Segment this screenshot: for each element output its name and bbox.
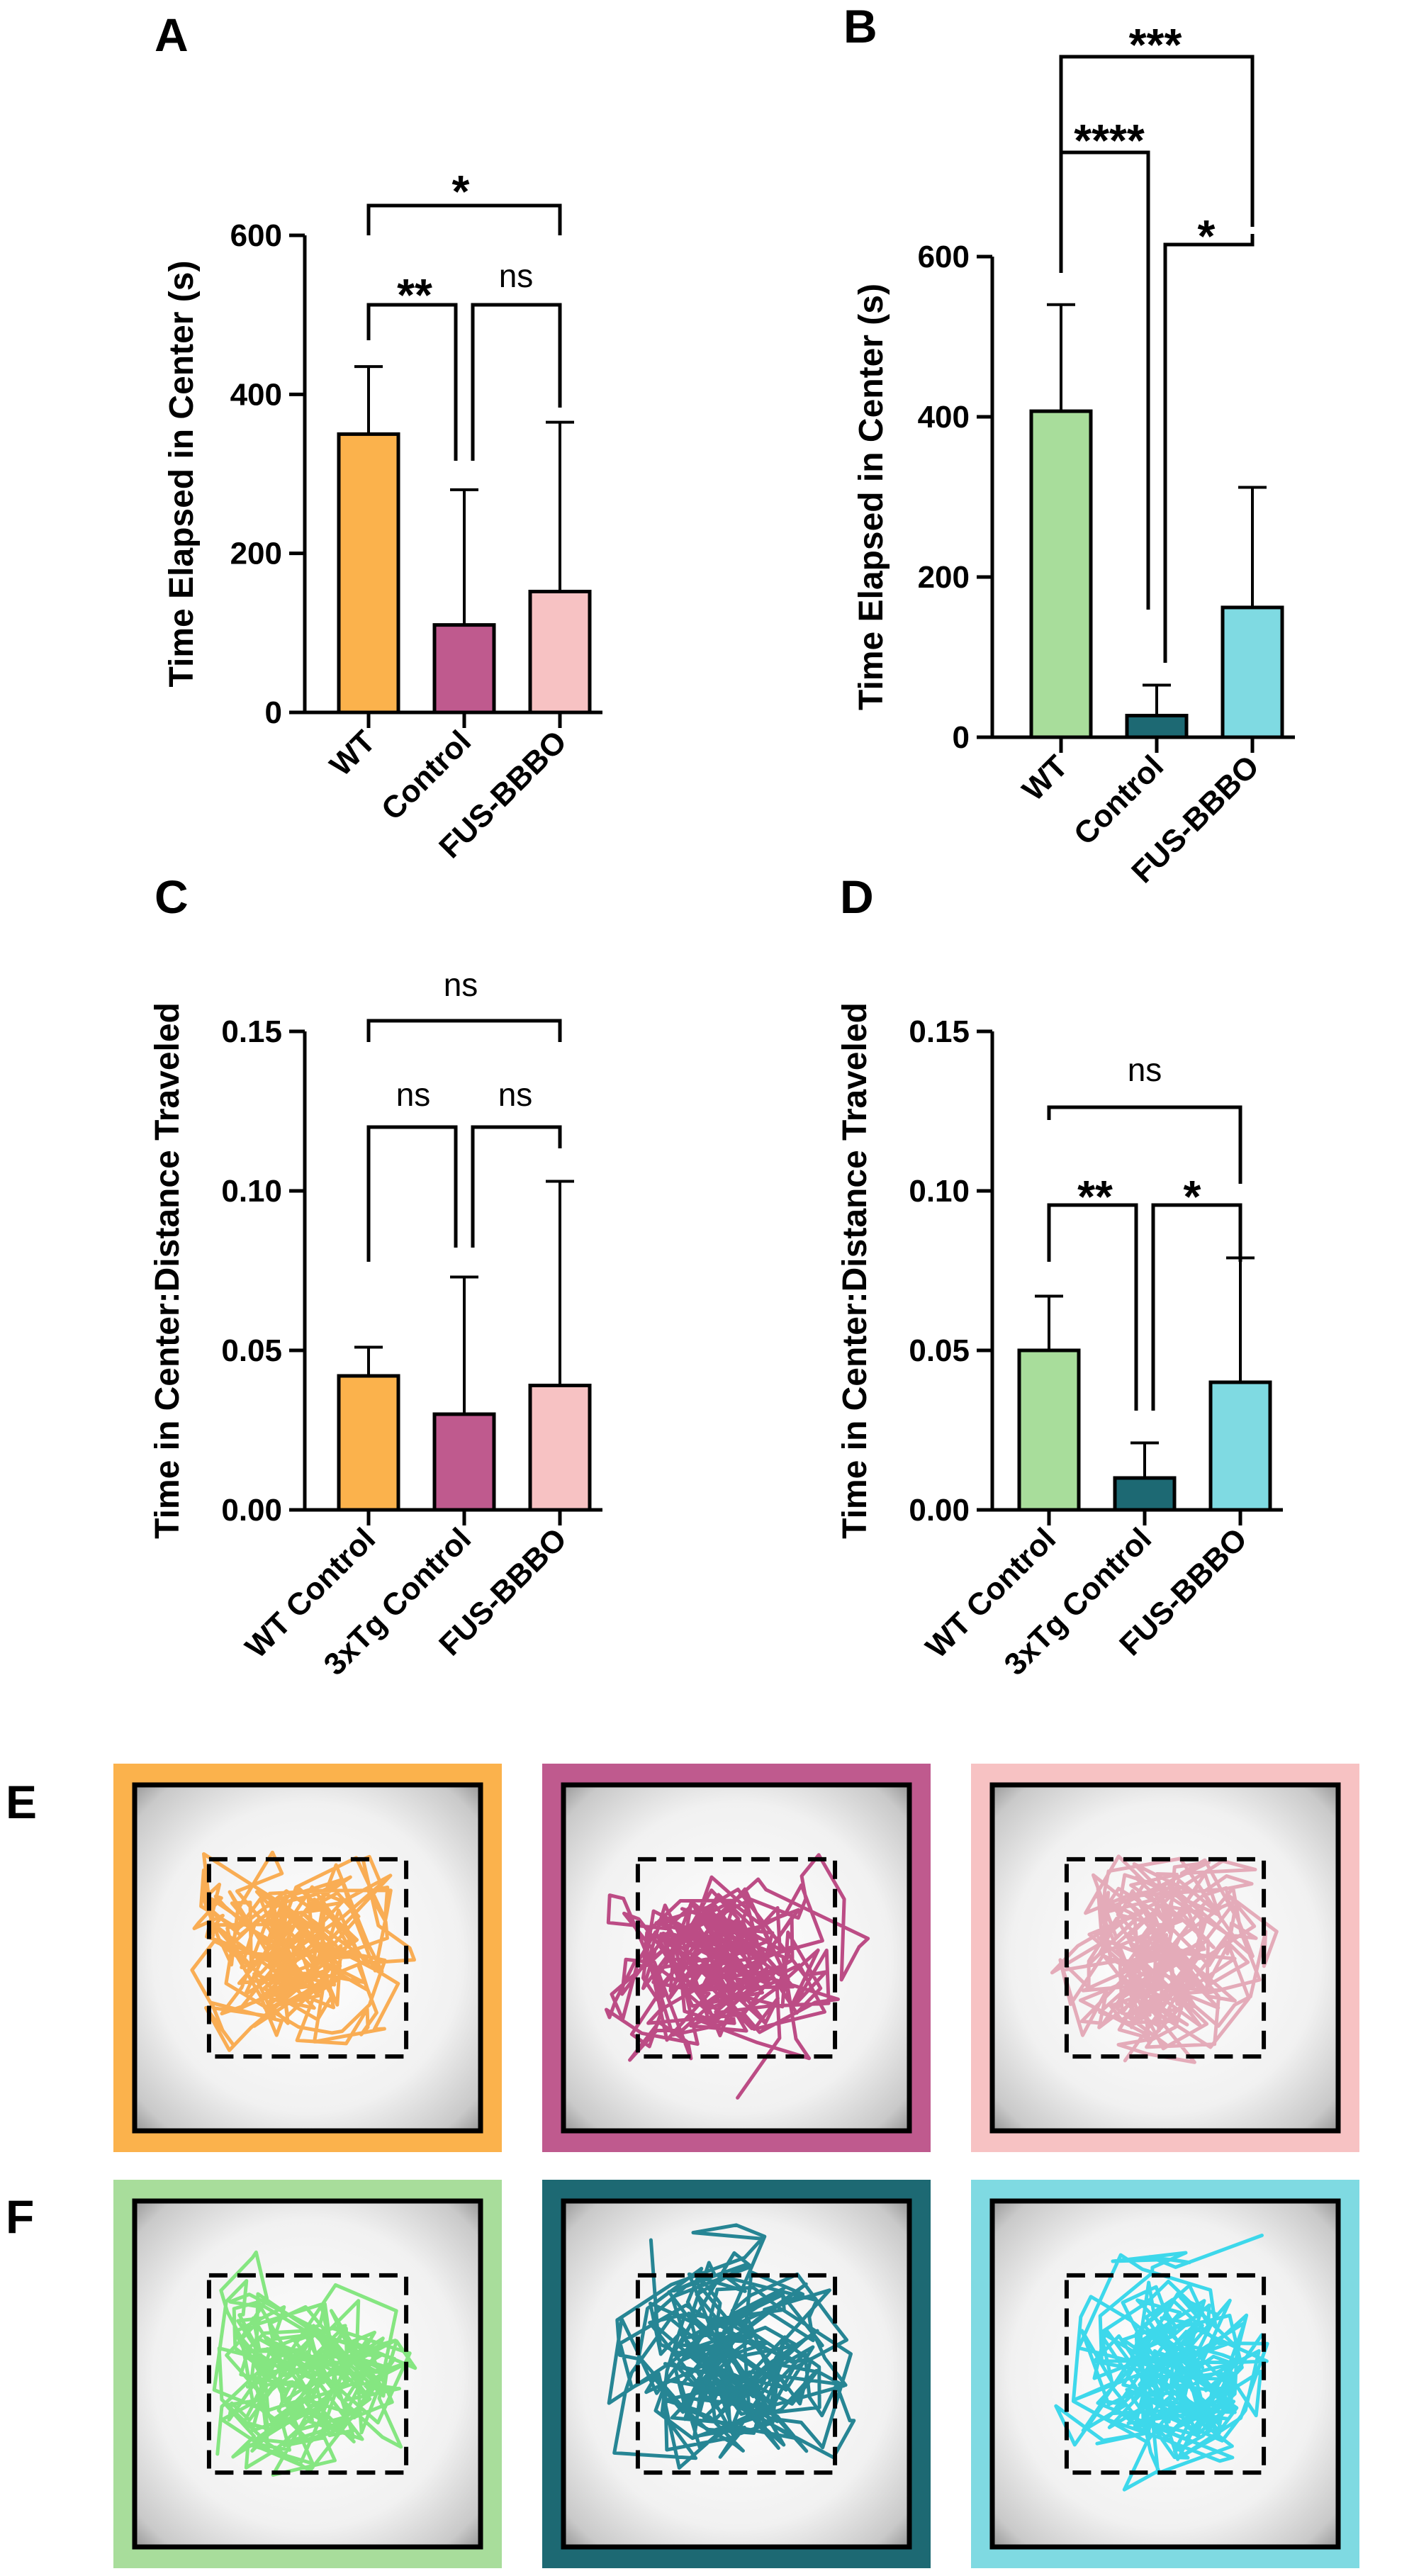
panel-letter: E xyxy=(6,1776,37,1828)
bar xyxy=(528,1384,592,1512)
category-label: WT xyxy=(1016,749,1074,807)
arena-floor xyxy=(132,1782,483,2134)
y-tick-label: 0.00 xyxy=(909,1493,970,1528)
significance-label: ns xyxy=(499,257,534,294)
center-zone-boundary xyxy=(206,1857,409,2059)
y-axis-title: Time in Center:Distance Traveled xyxy=(836,1002,874,1539)
y-axis-title: Time Elapsed in Center (s) xyxy=(853,284,890,710)
y-axis-title: Time Elapsed in Center (s) xyxy=(163,261,201,688)
bar xyxy=(1029,409,1093,739)
trajectory-path xyxy=(1050,1854,1279,2064)
significance-bracket xyxy=(366,1019,562,1042)
center-zone-boundary xyxy=(635,1857,838,2059)
significance-label: ** xyxy=(397,269,432,320)
panel-letter: C xyxy=(155,870,189,923)
significance-label: ** xyxy=(1077,1171,1113,1222)
arena-frame xyxy=(113,2180,502,2568)
y-tick-label: 200 xyxy=(230,537,282,571)
bar xyxy=(1208,1380,1272,1512)
bar xyxy=(1017,1348,1081,1512)
bar xyxy=(1113,1476,1177,1512)
charts-layer: A 0 200 400 600 Time Elapsed in Center (s) WT C… xyxy=(149,0,1295,1682)
significance-label: * xyxy=(1184,1171,1201,1222)
y-tick-label: 0 xyxy=(265,695,282,730)
chart-panel-d: D 0.00 0.05 0.10 0.15 Time in Center:Distance… xyxy=(836,870,1283,1682)
trajectory-path xyxy=(1054,2234,1269,2492)
center-zone-boundary xyxy=(1064,2273,1267,2475)
trajectory-path xyxy=(212,2250,417,2477)
trajectory-path xyxy=(605,1853,870,2100)
significance-label: * xyxy=(452,166,470,217)
significance-bracket xyxy=(366,303,458,461)
y-tick-label: 0 xyxy=(953,720,970,755)
significance-label: ns xyxy=(1128,1051,1162,1088)
center-zone-boundary xyxy=(1064,1857,1267,2059)
y-tick-label: 0.00 xyxy=(221,1493,282,1528)
significance-bracket xyxy=(366,1125,458,1262)
category-label: WT xyxy=(323,724,382,783)
y-tick-label: 0.15 xyxy=(909,1014,970,1049)
significance-bracket xyxy=(1163,234,1255,663)
y-tick-label: 0.15 xyxy=(221,1014,282,1049)
arena-frame xyxy=(542,2180,931,2568)
y-axis-title: Time in Center:Distance Traveled xyxy=(149,1002,186,1539)
bar xyxy=(1221,605,1284,739)
trajectory-path xyxy=(190,1850,416,2052)
significance-bracket xyxy=(1059,150,1150,610)
y-tick-label: 600 xyxy=(230,218,282,253)
panel-letter: F xyxy=(6,2190,34,2243)
significance-label: ns xyxy=(444,966,478,1003)
significance-bracket xyxy=(471,1125,562,1248)
bar xyxy=(337,432,400,715)
significance-bracket xyxy=(1047,1105,1242,1184)
significance-label: * xyxy=(1198,211,1216,262)
y-tick-label: 0.10 xyxy=(909,1174,970,1209)
y-tick-label: 200 xyxy=(918,560,970,595)
arena-frame xyxy=(113,1764,502,2152)
chart-panel-c: C 0.00 0.05 0.10 0.15 Time in Center:Distance… xyxy=(149,870,602,1682)
significance-bracket xyxy=(366,203,562,235)
y-tick-label: 400 xyxy=(918,400,970,435)
center-zone-boundary xyxy=(635,2273,838,2475)
y-tick-label: 0.05 xyxy=(909,1333,970,1368)
panel-letter: D xyxy=(840,870,874,923)
bar xyxy=(432,1412,496,1512)
significance-label: ns xyxy=(396,1076,431,1113)
bar xyxy=(432,623,496,715)
arena-frame xyxy=(542,1764,931,2152)
arena-frame xyxy=(971,1764,1359,2152)
trajectory-path xyxy=(607,2223,856,2470)
bar xyxy=(1125,713,1189,739)
bar xyxy=(337,1374,400,1512)
panel-letter: A xyxy=(155,9,189,61)
tracks-layer: EF xyxy=(6,1764,1359,2568)
y-tick-label: 600 xyxy=(918,240,970,274)
significance-label: **** xyxy=(1074,115,1145,166)
significance-bracket xyxy=(1151,1203,1242,1411)
significance-bracket xyxy=(1047,1203,1138,1411)
significance-bracket xyxy=(471,303,562,461)
center-zone-boundary xyxy=(206,2273,409,2475)
bar xyxy=(528,590,592,715)
track-row-e: E xyxy=(6,1764,1359,2152)
panel-letter: B xyxy=(843,0,877,52)
track-row-f: F xyxy=(6,2180,1359,2568)
arena-frame xyxy=(971,2180,1359,2568)
significance-label: ns xyxy=(498,1076,533,1113)
y-tick-label: 0.10 xyxy=(221,1174,282,1209)
significance-label: *** xyxy=(1129,19,1182,70)
y-tick-label: 400 xyxy=(230,377,282,412)
y-tick-label: 0.05 xyxy=(221,1333,282,1368)
